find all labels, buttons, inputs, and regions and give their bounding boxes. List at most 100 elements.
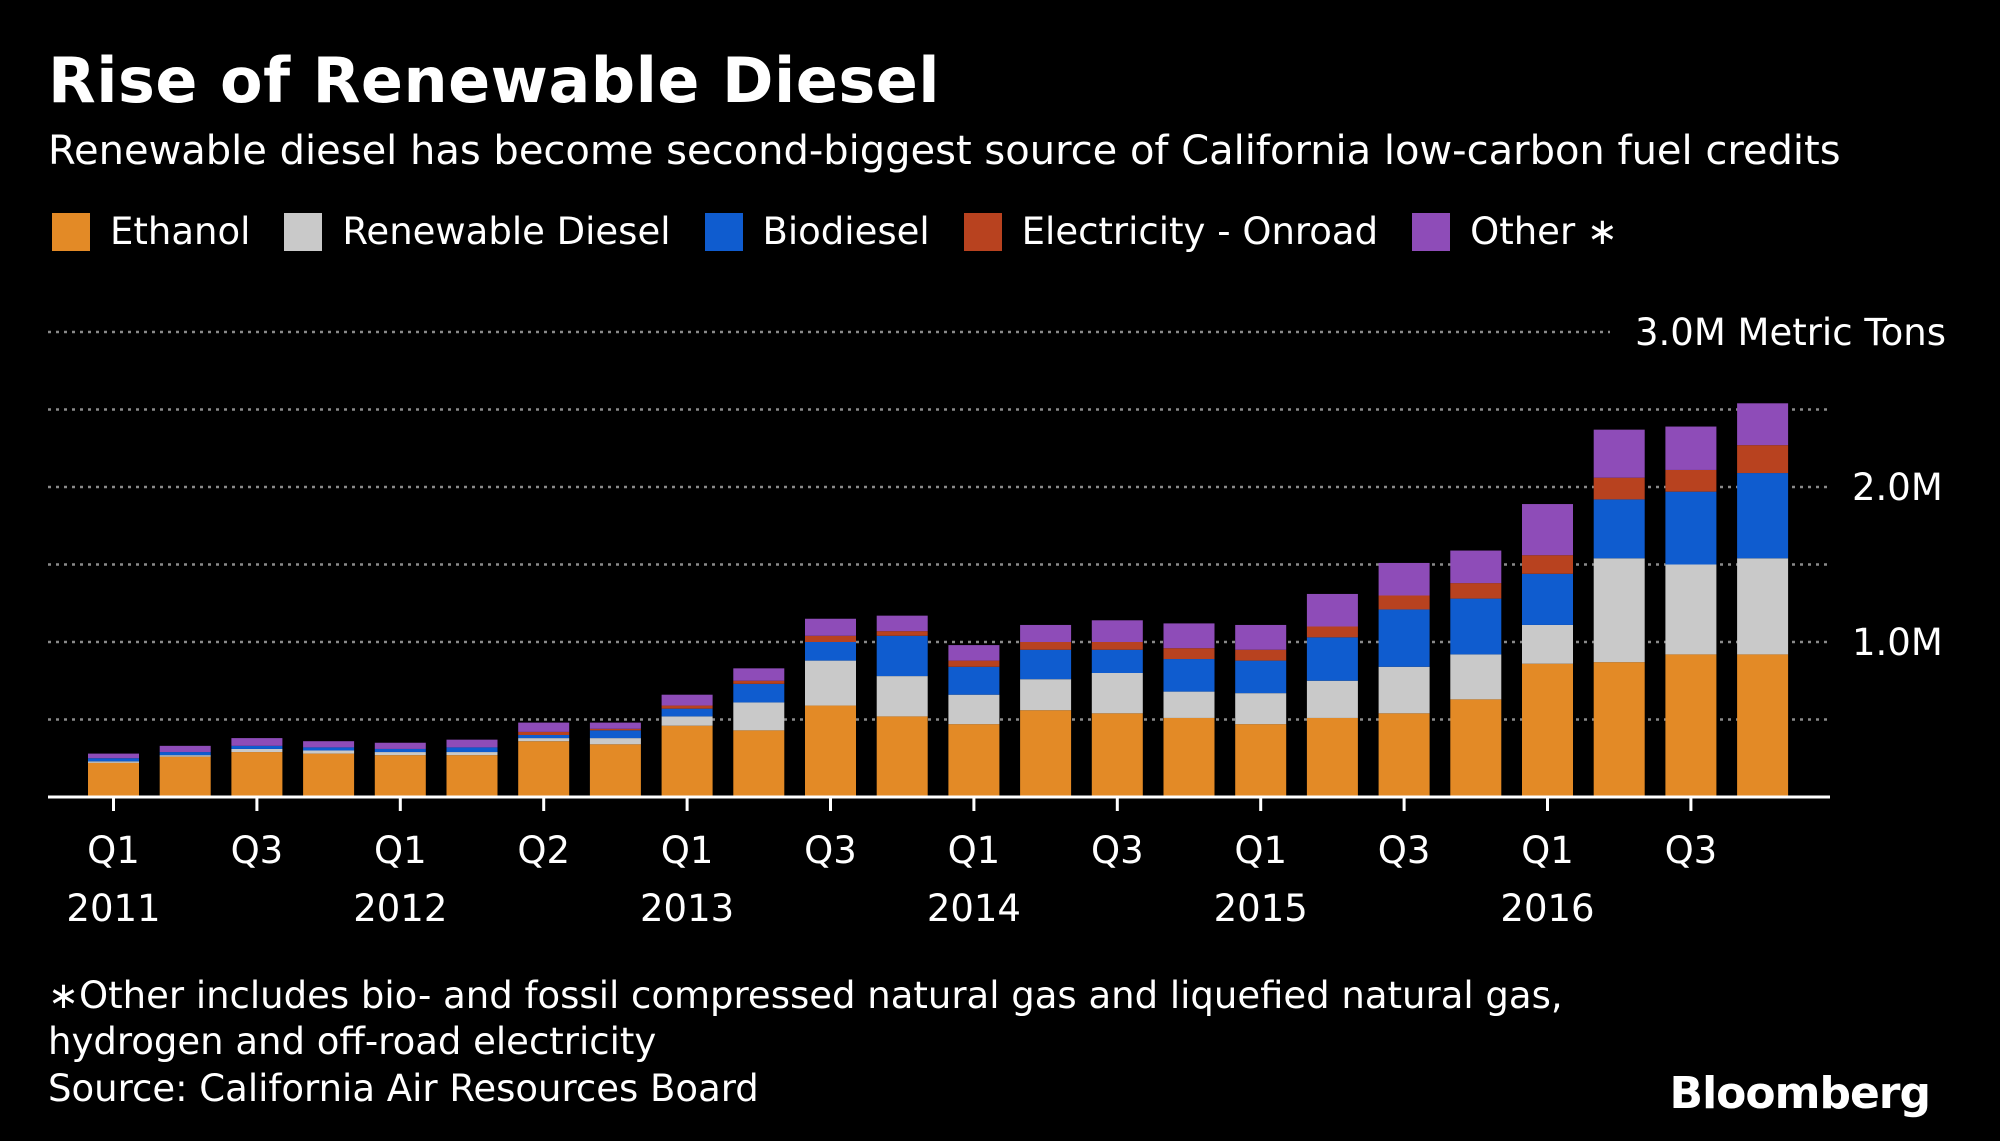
bar-segment-ethanol <box>518 741 570 797</box>
legend-item-renewable-diesel: Renewable Diesel <box>284 210 671 253</box>
x-tick-quarter-label: Q3 <box>1665 829 1718 872</box>
bar-segment-biodiesel <box>1163 659 1215 692</box>
bar-segment-other <box>805 618 856 636</box>
x-tick-quarter-label: Q1 <box>1234 829 1287 872</box>
bar-segment-other <box>1306 593 1358 627</box>
bar-segment-renewable-diesel <box>733 702 785 731</box>
bar-segment-ethanol <box>1306 717 1358 797</box>
x-tick-quarter-label: Q1 <box>1521 829 1574 872</box>
x-tick-year-label: 2013 <box>640 887 734 930</box>
legend-swatch <box>963 212 1002 251</box>
bar-segment-renewable-diesel <box>159 755 211 757</box>
x-tick-quarter-label: Q2 <box>517 829 570 872</box>
bar-segment-ethanol <box>1593 662 1645 797</box>
bar-segment-ethanol <box>446 755 498 797</box>
bar-segment-other <box>948 645 1000 661</box>
bar-segment-other <box>1737 403 1789 446</box>
bar-segment-electricity-onroad <box>733 680 785 684</box>
bar-segment-ethanol <box>303 753 355 797</box>
x-tick-year-label: 2015 <box>1214 887 1308 930</box>
x-tick-quarter-label: Q3 <box>1091 829 1144 872</box>
bar-segment-biodiesel <box>1306 637 1358 681</box>
bar-segment-electricity-onroad <box>1665 469 1717 492</box>
bar-segment-electricity-onroad <box>1522 555 1573 574</box>
legend-item-other: Other ∗ <box>1412 210 1618 253</box>
bar-segment-ethanol <box>661 725 713 797</box>
legend-item-biodiesel: Biodiesel <box>704 210 930 253</box>
bar-segment-electricity-onroad <box>661 705 713 709</box>
bar-segment-electricity-onroad <box>1378 595 1430 610</box>
legend-label: Biodiesel <box>762 210 930 253</box>
bar-segment-other <box>518 722 570 732</box>
footnote-line-2: hydrogen and off-road electricity <box>48 1020 657 1063</box>
bar-segment-renewable-diesel <box>1163 691 1215 718</box>
bar-segment-renewable-diesel <box>1737 558 1789 655</box>
bar-segment-renewable-diesel <box>446 752 498 756</box>
bar-segment-other <box>159 745 211 753</box>
footnote-line-1: ∗Other includes bio- and fossil compress… <box>48 974 1563 1017</box>
x-tick-quarter-label: Q3 <box>804 829 857 872</box>
x-tick-quarter-label: Q1 <box>948 829 1001 872</box>
legend-label: Renewable Diesel <box>342 210 671 253</box>
bar-segment-other <box>1091 620 1143 642</box>
bar-segment-electricity-onroad <box>1091 642 1143 650</box>
bar-segment-biodiesel <box>518 735 570 739</box>
bar-segment-renewable-diesel <box>374 752 426 756</box>
x-tick-quarter-label: Q1 <box>374 829 427 872</box>
legend-swatch <box>704 212 743 251</box>
bar-segment-renewable-diesel <box>1306 680 1358 718</box>
bar-segment-electricity-onroad <box>1020 642 1072 650</box>
bar-segment-renewable-diesel <box>1450 654 1502 700</box>
bar-segment-other <box>589 722 641 729</box>
bar-segment-renewable-diesel <box>303 750 355 754</box>
bar-segment-other <box>88 753 139 759</box>
bar-segment-biodiesel <box>1522 573 1573 625</box>
x-tick-year-label: 2012 <box>353 887 447 930</box>
legend-label: Electricity - Onroad <box>1021 210 1379 253</box>
bar-segment-ethanol <box>1378 713 1430 797</box>
bar-segment-ethanol <box>805 705 856 797</box>
bar-segment-other <box>1665 426 1717 470</box>
bar-segment-other <box>1450 550 1502 584</box>
bar-segment-other <box>303 741 355 748</box>
bar-segment-renewable-diesel <box>1020 679 1072 711</box>
bar-segment-electricity-onroad <box>805 635 856 642</box>
bar-segment-ethanol <box>1020 710 1072 797</box>
bar-segment-renewable-diesel <box>1593 558 1645 663</box>
bar-segment-renewable-diesel <box>805 660 856 706</box>
bar-segment-renewable-diesel <box>88 761 139 763</box>
bar-segment-other <box>374 742 426 749</box>
y-tick-label: 1.0M <box>1852 621 1943 664</box>
y-tick-label: 2.0M <box>1852 466 1943 509</box>
x-tick-year-label: 2014 <box>927 887 1021 930</box>
bar-segment-ethanol <box>589 744 641 797</box>
bar-segment-biodiesel <box>1665 491 1717 565</box>
x-tick-quarter-label: Q1 <box>661 829 714 872</box>
legend-swatch <box>52 212 90 251</box>
chart-subtitle: Renewable diesel has become second-bigge… <box>48 128 1841 174</box>
bar-segment-electricity-onroad <box>948 660 1000 667</box>
bar-segment-electricity-onroad <box>518 731 570 735</box>
bar-segment-ethanol <box>876 716 928 797</box>
stacked-bar-chart: 3.0M Metric Tons 2.0M 1.0M Q1 2011 Q3 Q1 2012 Q2… <box>48 311 1946 930</box>
legend-swatch <box>1412 212 1451 251</box>
bar-segment-other <box>1378 562 1430 596</box>
bar-segment-electricity-onroad <box>1163 648 1215 660</box>
bar-segment-ethanol <box>1163 717 1215 797</box>
bar-segment-biodiesel <box>1450 598 1502 655</box>
bar-segment-other <box>1235 624 1287 650</box>
bar-segment-electricity-onroad <box>589 728 641 731</box>
bar-segment-other <box>1522 504 1573 556</box>
bar-segment-renewable-diesel <box>661 716 713 726</box>
bar-segment-renewable-diesel <box>1235 693 1287 725</box>
bar-segment-ethanol <box>231 752 283 797</box>
bar-segment-renewable-diesel <box>231 748 283 753</box>
y-tick-label: 3.0M Metric Tons <box>1635 311 1946 354</box>
bar-segment-electricity-onroad <box>1593 477 1645 500</box>
bar-segment-renewable-diesel <box>1378 666 1430 714</box>
bar-segment-renewable-diesel <box>518 738 570 742</box>
legend: Ethanol Renewable Diesel Biodiesel Elect… <box>52 210 1652 253</box>
bar-segment-ethanol <box>1450 699 1502 797</box>
bar-segment-electricity-onroad <box>1306 626 1358 638</box>
bar-segment-biodiesel <box>1378 609 1430 667</box>
